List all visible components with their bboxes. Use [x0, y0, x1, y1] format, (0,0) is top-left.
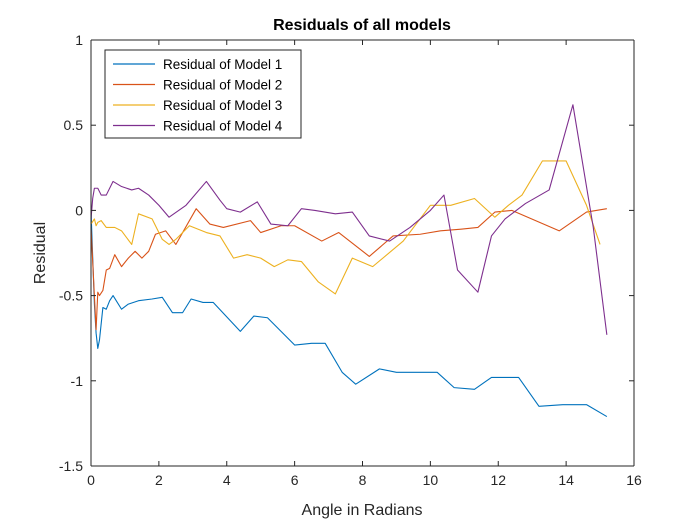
legend-label: Residual of Model 3 — [163, 98, 282, 113]
legend-label: Residual of Model 2 — [163, 78, 282, 93]
x-tick-label: 8 — [359, 472, 367, 488]
x-tick-label: 14 — [558, 472, 574, 488]
y-ticks: -1.5 -1 -0.5 0 0.5 1 — [59, 32, 634, 474]
legend-box — [104, 49, 302, 139]
y-axis-label: Residual — [32, 222, 49, 284]
x-tick-label: 10 — [423, 472, 439, 488]
chart-title: Residuals of all models — [273, 17, 451, 34]
series-line-model-4 — [90, 104, 608, 335]
y-tick-label: 0.5 — [64, 117, 84, 133]
x-tick-label: 0 — [87, 472, 95, 488]
x-tick-label: 12 — [490, 472, 506, 488]
series-line-model-2 — [90, 208, 607, 331]
legend: Residual of Model 1 Residual of Model 2 Re… — [104, 49, 302, 139]
x-tick-label: 16 — [626, 472, 642, 488]
y-tick-label: -0.5 — [59, 288, 83, 304]
series-line-model-3 — [90, 160, 601, 295]
legend-label: Residual of Model 1 — [163, 57, 282, 72]
series-layer — [90, 104, 608, 418]
y-tick-label: 0 — [75, 202, 83, 218]
series-line-model-1 — [90, 210, 608, 418]
x-tick-label: 6 — [291, 472, 299, 488]
x-tick-label: 2 — [155, 472, 163, 488]
x-tick-label: 4 — [223, 472, 231, 488]
y-tick-label: 1 — [75, 32, 83, 48]
x-ticks: 0 2 4 6 8 10 12 14 16 — [87, 40, 642, 488]
legend-label: Residual of Model 4 — [163, 119, 283, 134]
y-tick-label: -1.5 — [59, 458, 83, 474]
y-tick-label: -1 — [71, 373, 84, 389]
x-axis-label: Angle in Radians — [302, 502, 423, 519]
